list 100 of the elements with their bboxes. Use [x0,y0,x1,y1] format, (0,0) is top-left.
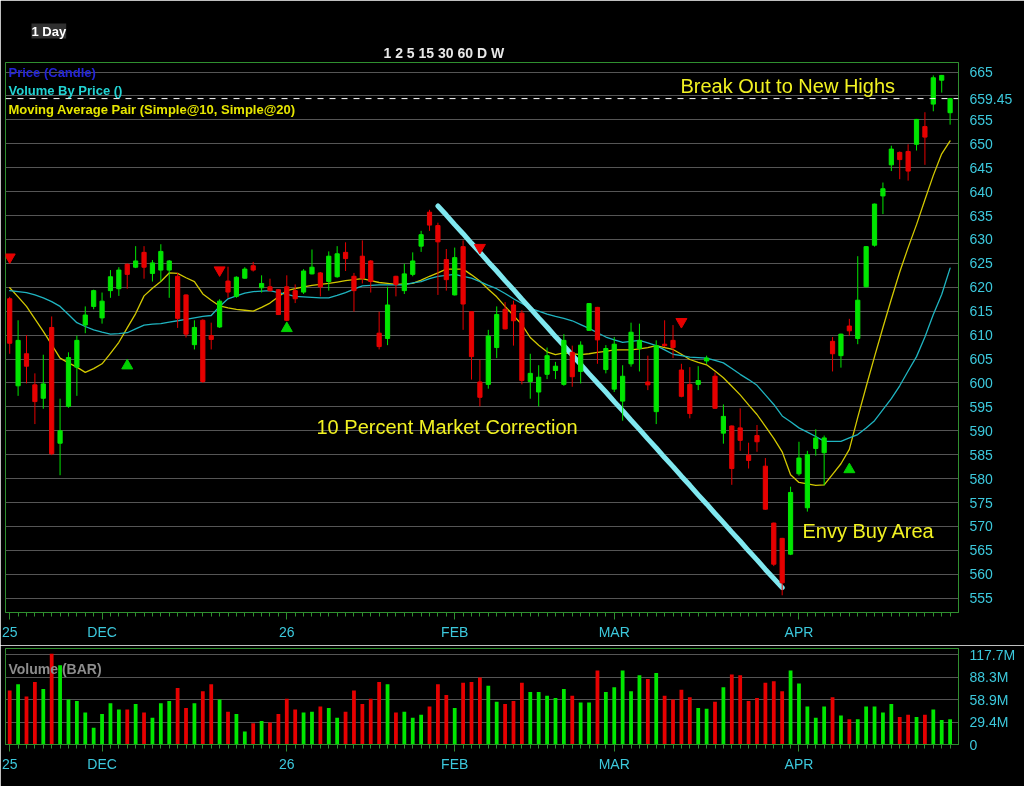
candlestick [603,344,609,374]
candlestick [636,323,643,372]
bar [478,677,482,745]
bar [41,688,46,745]
bar [167,701,172,745]
bar [519,682,524,745]
candlestick [166,259,172,299]
x-tick-label: 25 [1,755,18,772]
candlestick [359,239,365,284]
annotation: Price (Candle) [8,65,96,80]
bar [377,682,382,745]
candlestick [645,355,651,391]
candlestick [99,292,105,325]
bar [452,707,457,745]
y-tick-label: 600 [969,374,994,391]
bar [780,691,785,745]
y-tick-label: 615 [969,303,994,320]
y-tick-label: 610 [969,327,994,344]
bar [284,698,289,745]
y-tick-label: 595 [969,398,994,415]
candlestick [141,245,147,280]
candlestick [443,248,449,292]
x-tick-label: MAR [598,755,630,772]
bar [545,695,549,745]
y-tick-label: 0 [969,736,978,753]
y-tick-label: 630 [969,231,994,248]
bar [906,714,911,745]
candlestick [720,403,726,445]
candlestick [410,251,416,277]
candlestick [149,259,156,283]
y-tick-label: 605 [969,351,994,368]
bar [503,704,507,745]
candlestick [292,283,298,304]
bar [175,688,180,745]
y-tick-label: 565 [969,542,994,559]
y-tick-label: 29.4M [969,714,1009,731]
bar [133,704,138,745]
candlestick [536,364,542,407]
candlestick [342,241,349,272]
bar [116,709,121,745]
point [280,321,293,333]
line-series [9,140,951,486]
candlestick [544,347,550,380]
point [843,462,856,474]
bar [931,709,936,745]
annotation: Break Out to New Highs [680,74,896,97]
bar [923,714,927,745]
candlestick [124,262,130,290]
candlestick [208,322,214,350]
bar [91,727,96,745]
point [473,243,486,255]
bar [394,712,398,745]
bar [755,698,759,745]
bar [310,711,314,745]
bar [696,707,701,745]
bar [276,714,281,745]
annotation: Moving Average Pair (Simple@10, Simple@20) [8,102,296,117]
text: 1 2 5 15 30 60 D W [383,44,505,61]
candlestick [351,272,357,313]
candlestick [502,301,508,330]
candlestick [796,441,802,477]
candlestick [905,143,911,182]
candlestick [922,111,928,166]
candlestick [368,259,374,294]
y-tick-label: 645 [969,159,994,176]
bar [570,695,575,745]
ref-line-label: 659.45 [969,90,1013,107]
bar [335,717,340,745]
y-tick-label: 640 [969,183,994,200]
y-tick-label: 650 [969,135,994,152]
bar [58,665,62,745]
candlestick [32,372,38,425]
candlestick [510,300,517,347]
bar [226,711,230,745]
bar [671,699,675,745]
y-tick-label: 620 [969,279,994,296]
bar [494,701,499,745]
bar [813,717,818,745]
candlestick [158,243,164,283]
bar [100,714,104,745]
y-tick-label: 117.7M [969,646,1016,663]
candlestick [309,249,315,275]
bar [864,706,869,745]
candlestick [267,278,273,293]
bar [855,719,860,745]
candlestick [418,230,424,253]
candlestick [317,271,323,297]
y-tick-label: 88.3M [969,669,1009,686]
bar [889,704,894,745]
candlestick [300,268,307,295]
bar [158,703,163,745]
point [121,358,134,370]
bar [629,691,633,745]
candlestick [695,365,701,391]
candlestick [116,266,122,297]
bar [293,709,298,745]
bar [847,719,852,745]
bar [797,683,801,745]
bar [318,706,323,745]
candlestick [838,333,844,369]
